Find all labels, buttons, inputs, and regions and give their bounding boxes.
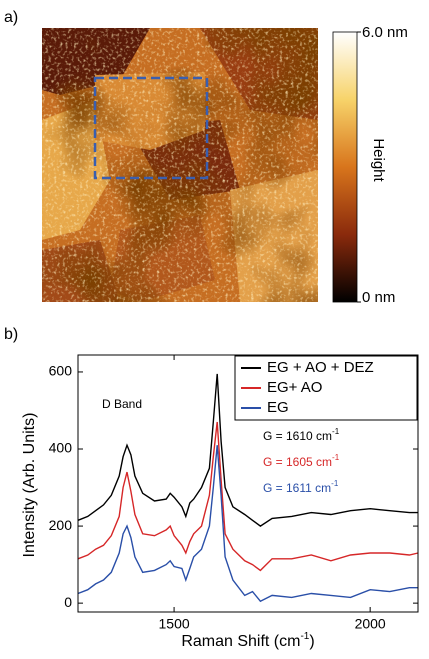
annotation-text: G = 1605 cm	[263, 455, 332, 469]
y-tick-label: 600	[49, 363, 73, 379]
colorbar-min: 0 nm	[362, 289, 395, 306]
legend-box	[234, 355, 418, 421]
plot-frame	[77, 354, 419, 613]
x-axis-label: Raman Shift (cm-1)	[181, 631, 314, 651]
annotation-sup: -1	[331, 479, 339, 488]
annotation: G = 1611 cm-1	[263, 479, 339, 495]
annotation-text: G = 1610 cm	[263, 429, 332, 443]
annotation: G = 1605 cm-1	[263, 453, 340, 469]
x-tick-label: 2000	[355, 616, 386, 632]
annotation-sup: -1	[332, 427, 340, 436]
colorbar	[332, 31, 358, 303]
y-axis-label: Intensity (Arb. Units)	[21, 413, 38, 558]
colorbar-max: 6.0 nm	[362, 24, 408, 41]
legend-label: EG+ AO	[267, 379, 322, 396]
series-line	[77, 373, 418, 527]
series-line	[77, 421, 419, 572]
colorbar-title: Height	[370, 138, 387, 182]
afm-image	[42, 28, 318, 302]
x-axis-label-sup: -1	[300, 631, 309, 642]
legend-label: EG + AO + DEZ	[267, 359, 374, 376]
annotation-text: D Band	[102, 397, 142, 411]
x-axis-label-tail: )	[309, 633, 314, 650]
legend-label: EG	[267, 399, 289, 416]
annotation-sup: -1	[332, 453, 340, 462]
y-tick-label: 400	[49, 440, 73, 456]
annotation-text: G = 1611 cm	[263, 481, 331, 495]
panel-label: a)	[4, 9, 18, 26]
y-tick-label: 200	[49, 517, 73, 533]
x-axis-label-text: Raman Shift (cm	[181, 633, 300, 650]
annotation: D Band	[102, 397, 142, 411]
annotation: G = 1610 cm-1	[263, 427, 340, 443]
panel-label: b)	[4, 326, 18, 343]
series-line	[77, 445, 418, 603]
x-tick-label: 1500	[159, 616, 190, 632]
y-tick-label: 0	[64, 594, 72, 610]
